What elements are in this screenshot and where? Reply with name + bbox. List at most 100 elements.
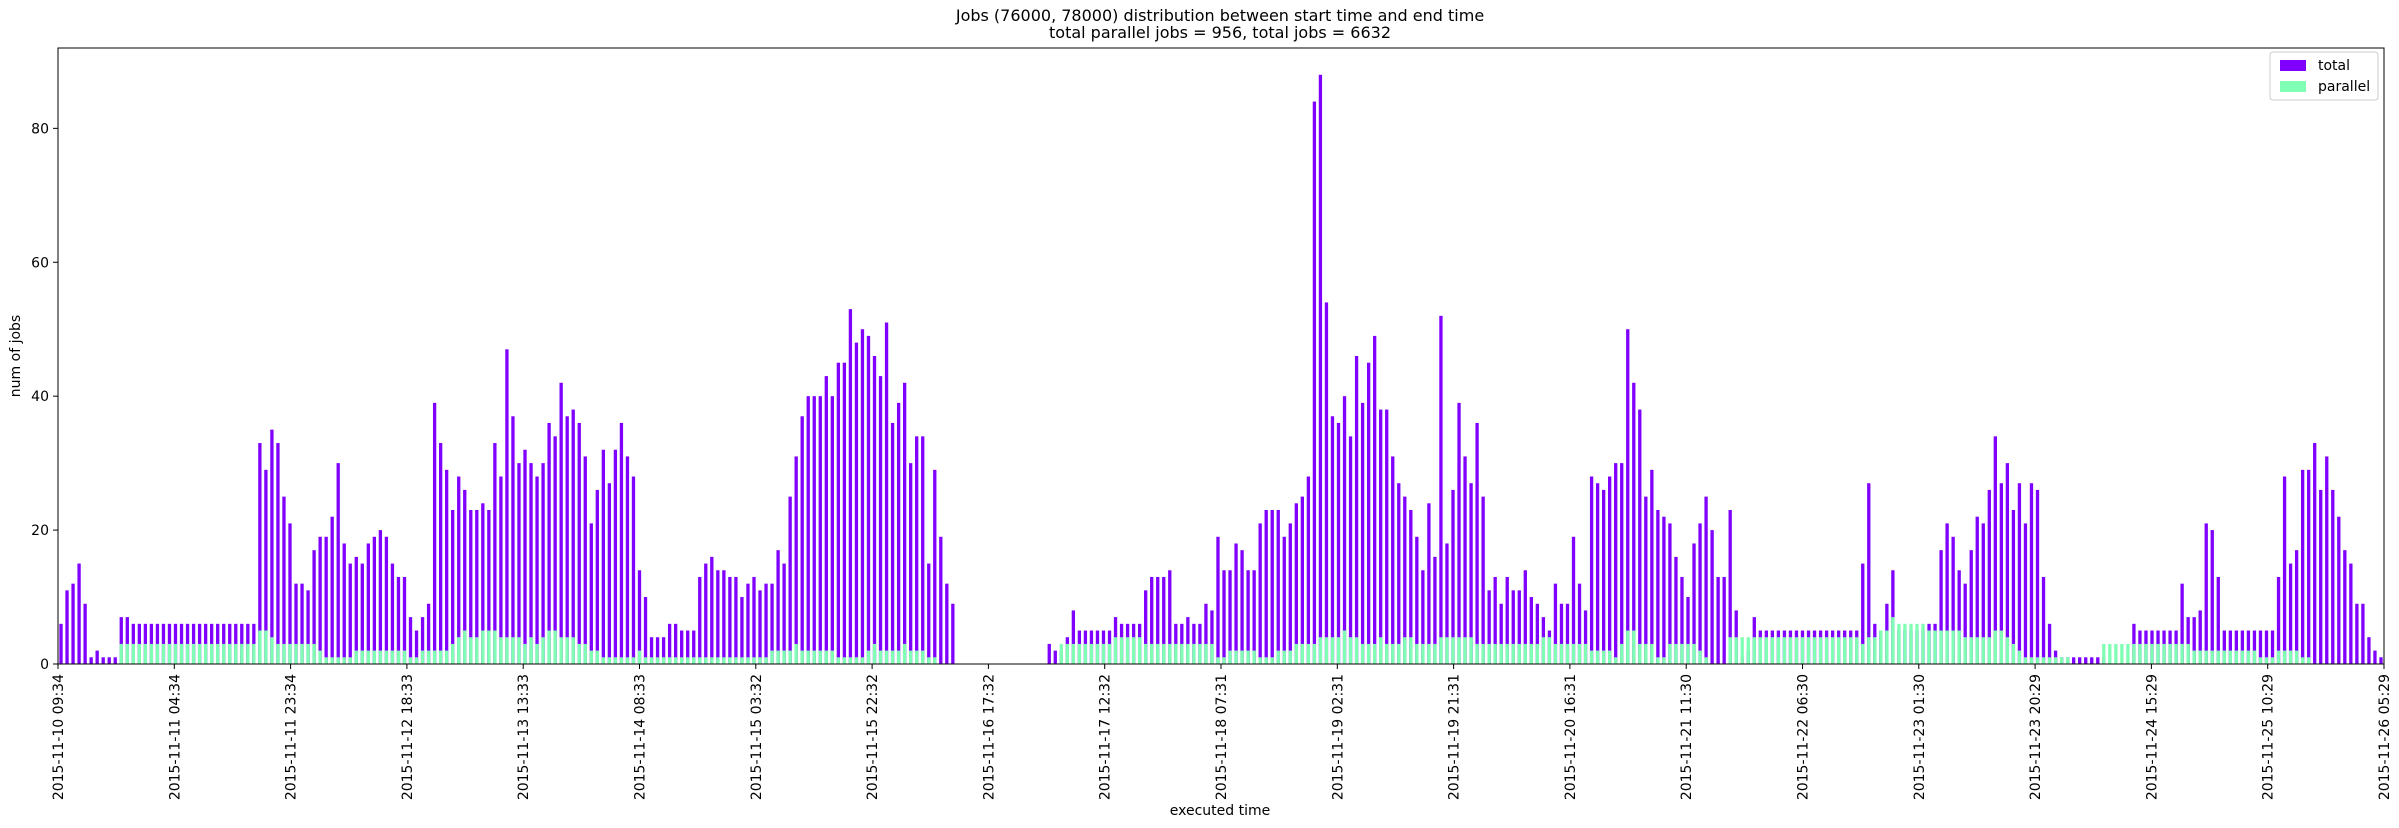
bar-parallel <box>1891 617 1895 664</box>
bar-parallel <box>438 650 443 664</box>
bar-parallel <box>734 657 738 664</box>
bar-parallel <box>1565 643 1570 664</box>
bar-total <box>1614 463 1618 664</box>
bar-parallel <box>155 643 160 664</box>
bar-total <box>728 576 732 664</box>
bar-total <box>595 489 599 664</box>
bar-parallel <box>125 643 129 664</box>
bar-parallel <box>1632 630 1636 664</box>
bar-parallel <box>1692 643 1696 664</box>
bar-parallel <box>830 650 834 664</box>
bar-total <box>402 576 407 664</box>
bar-total <box>631 476 636 664</box>
bar-parallel <box>1843 637 1847 664</box>
y-axis: 0 20 40 60 80 <box>31 121 58 673</box>
bar-total <box>59 623 63 664</box>
bar-total <box>2216 576 2220 664</box>
bar-parallel <box>770 650 774 664</box>
bar-total <box>523 449 527 664</box>
bar-parallel <box>2017 650 2022 664</box>
bar-parallel <box>240 643 244 664</box>
bar-total <box>692 630 696 664</box>
bar-total <box>860 329 865 664</box>
bar-parallel <box>1951 630 1955 664</box>
bar-parallel <box>1849 637 1853 664</box>
bar-total <box>2294 550 2299 664</box>
bar-parallel <box>2198 650 2202 664</box>
bar-parallel <box>1059 643 1063 664</box>
bar-parallel <box>824 650 828 664</box>
bar-parallel <box>372 650 377 664</box>
bar-total <box>264 469 268 664</box>
bar-parallel <box>909 650 913 664</box>
bar-total <box>95 650 99 664</box>
bar-parallel <box>1451 637 1455 664</box>
bar-parallel <box>782 650 786 664</box>
bar-total <box>625 456 630 664</box>
bar-total <box>800 416 804 664</box>
bar-parallel <box>523 643 527 664</box>
bar-total <box>583 456 587 664</box>
bar-parallel <box>324 657 328 664</box>
bar-parallel <box>1969 637 1973 664</box>
bar-parallel <box>764 657 768 664</box>
bar-parallel <box>2053 657 2058 664</box>
x-tick-label: 2015-11-15 03:32 <box>749 674 765 800</box>
bar-parallel <box>1312 643 1317 664</box>
bar-parallel <box>2252 650 2257 664</box>
bar-total <box>517 463 521 664</box>
bar-total <box>457 476 461 664</box>
bar-total <box>1324 302 1329 664</box>
bar-parallel <box>1698 650 1702 664</box>
bar-parallel <box>698 657 702 664</box>
x-tick-label: 2015-11-21 11:30 <box>1679 674 1695 800</box>
bar-parallel <box>1186 643 1190 664</box>
bar-total <box>1734 610 1738 664</box>
bar-parallel <box>2288 650 2293 664</box>
bar-total <box>107 657 111 664</box>
bar-total <box>945 583 949 664</box>
bar-total <box>637 570 642 664</box>
bar-parallel <box>2156 643 2160 664</box>
bar-parallel <box>264 630 268 664</box>
bar-total <box>360 563 364 664</box>
bar-parallel <box>1505 643 1509 664</box>
bar-total <box>2319 489 2323 664</box>
bar-parallel <box>354 650 358 664</box>
bar-total <box>1710 530 1714 664</box>
bar-parallel <box>806 650 810 664</box>
bar-parallel <box>686 657 690 664</box>
bar-parallel <box>933 657 937 664</box>
bar-total <box>1517 590 1521 664</box>
bar-total <box>896 402 901 664</box>
bar-total <box>1668 523 1672 664</box>
bar-total <box>2288 563 2293 664</box>
bar-parallel <box>1571 643 1576 664</box>
bar-parallel <box>228 643 232 664</box>
bar-parallel <box>1855 637 1859 664</box>
bar-parallel <box>667 657 672 664</box>
bar-parallel <box>1601 650 1606 664</box>
bar-total <box>2017 483 2022 664</box>
bar-parallel <box>1620 643 1624 664</box>
bar-parallel <box>842 657 847 664</box>
bar-parallel <box>1909 623 1913 664</box>
chart-subtitle: total parallel jobs = 956, total jobs = … <box>1049 23 1391 42</box>
bar-total <box>740 597 744 664</box>
bar-parallel <box>1963 637 1967 664</box>
bar-total <box>445 469 449 664</box>
bar-parallel <box>541 637 545 664</box>
bar-total <box>1162 576 1166 664</box>
legend-label-parallel: parallel <box>2318 79 2370 95</box>
bar-parallel <box>1746 637 1750 664</box>
bar-total <box>1469 483 1473 664</box>
bar-total <box>1421 570 1425 664</box>
bar-parallel <box>1939 630 1943 664</box>
bar-total <box>1451 489 1455 664</box>
bar-total <box>2343 550 2347 664</box>
bar-parallel <box>1806 637 1811 664</box>
bar-parallel <box>258 630 262 664</box>
bar-total <box>288 523 292 664</box>
bar-parallel <box>921 650 925 664</box>
bar-parallel <box>1794 637 1799 664</box>
